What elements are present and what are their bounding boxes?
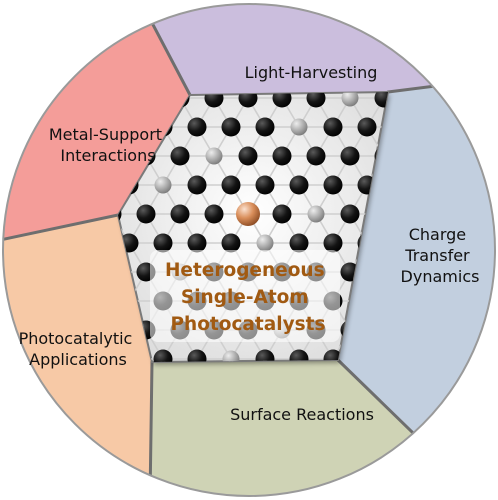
- lattice-atom-dark: [255, 117, 275, 137]
- lattice-atom-dark: [323, 349, 343, 362]
- lattice-atom-dark: [238, 146, 258, 166]
- lattice-atom-dark: [221, 117, 241, 137]
- lattice-atom-dark: [187, 175, 207, 195]
- lattice-atom-light: [222, 350, 240, 362]
- lattice-atom-dark: [323, 175, 343, 195]
- lattice-atom-dark: [340, 204, 360, 224]
- lattice-atom-dark: [323, 117, 343, 137]
- label-charge-transfer-dynamics: Charge Transfer Dynamics: [401, 225, 480, 286]
- lattice-atom-dark: [153, 349, 173, 362]
- lattice-atom-dark: [306, 92, 326, 108]
- lattice-atom-dark: [187, 349, 207, 362]
- label-light-harvesting: Light-Harvesting: [245, 63, 378, 82]
- lattice-atom-dark: [306, 146, 326, 166]
- lattice-atom-light: [205, 147, 223, 165]
- lattice-atom-dark: [289, 175, 309, 195]
- lattice-atom-dark: [170, 146, 190, 166]
- label-metal-support-interactions: Metal-Support Interactions: [49, 125, 167, 165]
- lattice-atom-dark: [272, 204, 292, 224]
- lattice-atom-dark: [255, 175, 275, 195]
- lattice-atom-light: [154, 176, 172, 194]
- lattice-atom-dark: [221, 175, 241, 195]
- single-atom: [236, 202, 260, 226]
- label-photocatalytic-applications: Photocatalytic Applications: [19, 329, 138, 369]
- lattice-atom-light: [256, 234, 274, 252]
- disk-outline: [2, 3, 496, 497]
- lattice-atom-light: [341, 92, 359, 107]
- lattice-atom-dark: [323, 233, 343, 253]
- lattice-atom-dark: [289, 233, 309, 253]
- lattice-atom-dark: [221, 233, 241, 253]
- lattice-atom-dark: [357, 117, 377, 137]
- center-title: Heterogeneous Single-Atom Photocatalysts: [165, 260, 331, 335]
- lattice-atom-dark: [374, 92, 388, 108]
- center-label-backdrop: [150, 250, 340, 342]
- lattice-atom-dark: [289, 349, 309, 362]
- lattice-atom-light: [307, 205, 325, 223]
- lattice-atom-dark: [340, 146, 360, 166]
- label-surface-reactions: Surface Reactions: [230, 405, 374, 424]
- lattice-atom-dark: [136, 204, 156, 224]
- lattice-atom-dark: [187, 233, 207, 253]
- lattice-atom-dark: [272, 146, 292, 166]
- lattice-atom-dark: [187, 117, 207, 137]
- lattice-atom-dark: [170, 204, 190, 224]
- lattice-atom-light: [290, 118, 308, 136]
- lattice-atom-dark: [153, 233, 173, 253]
- lattice-atom-dark: [255, 349, 275, 362]
- lattice-atom-dark: [204, 204, 224, 224]
